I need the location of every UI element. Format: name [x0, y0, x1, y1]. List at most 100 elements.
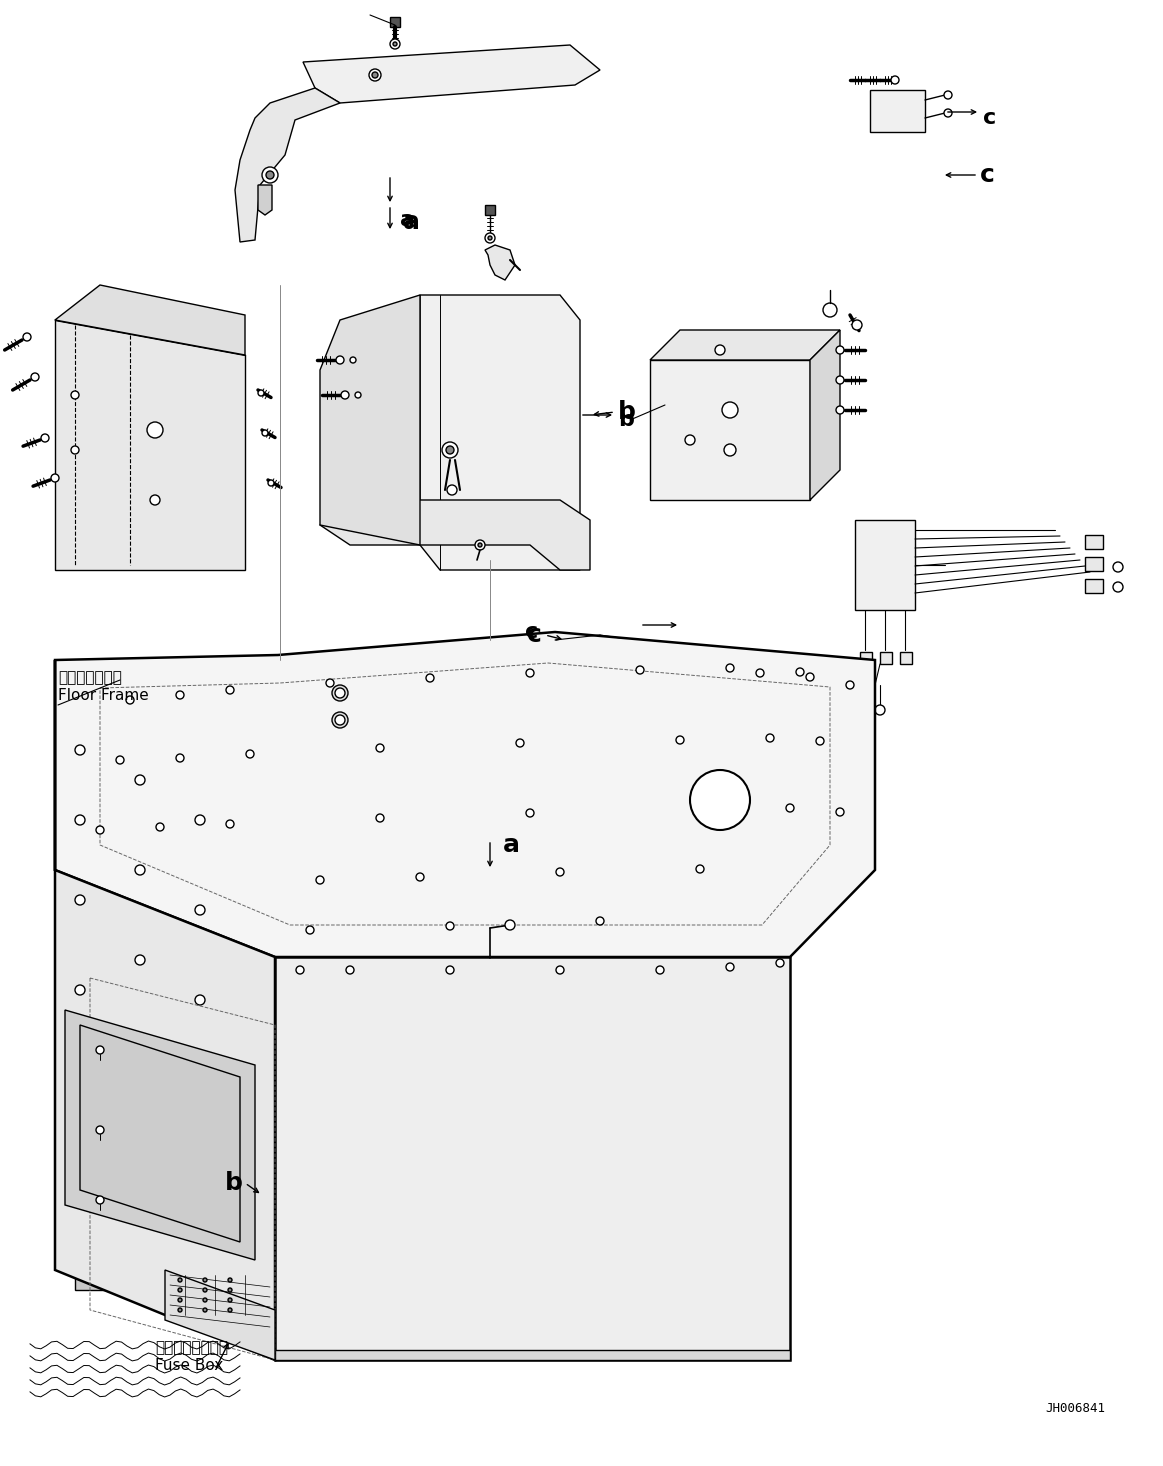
Circle shape: [725, 444, 736, 456]
Circle shape: [376, 745, 384, 752]
Circle shape: [656, 966, 664, 973]
Circle shape: [442, 443, 458, 457]
Circle shape: [526, 809, 534, 817]
Circle shape: [1113, 582, 1123, 592]
Circle shape: [715, 345, 725, 355]
Polygon shape: [650, 330, 840, 361]
Polygon shape: [485, 245, 515, 280]
Circle shape: [944, 91, 952, 100]
Circle shape: [795, 668, 804, 676]
Circle shape: [116, 756, 124, 764]
Text: a: a: [504, 833, 520, 858]
Circle shape: [595, 918, 604, 925]
Circle shape: [195, 815, 205, 825]
Bar: [490, 1006, 590, 1095]
Polygon shape: [320, 500, 590, 570]
Circle shape: [756, 668, 764, 677]
Text: a: a: [400, 210, 415, 230]
Circle shape: [766, 734, 775, 742]
Circle shape: [74, 815, 85, 825]
Circle shape: [306, 927, 314, 934]
Circle shape: [836, 375, 844, 384]
Polygon shape: [235, 88, 340, 242]
Circle shape: [135, 865, 145, 875]
Circle shape: [74, 985, 85, 995]
Circle shape: [891, 76, 899, 84]
Circle shape: [204, 1297, 207, 1302]
Polygon shape: [320, 295, 420, 545]
Circle shape: [336, 356, 344, 364]
Circle shape: [97, 825, 104, 834]
Polygon shape: [55, 660, 274, 1360]
Circle shape: [74, 745, 85, 755]
Circle shape: [51, 474, 59, 482]
Circle shape: [875, 705, 885, 715]
Circle shape: [852, 320, 862, 330]
Circle shape: [526, 668, 534, 677]
Bar: [1085, 557, 1103, 570]
Circle shape: [944, 108, 952, 117]
Circle shape: [204, 1289, 207, 1292]
Bar: [880, 652, 892, 664]
Bar: [74, 1220, 155, 1290]
Circle shape: [447, 485, 457, 496]
Bar: [870, 89, 925, 132]
Circle shape: [195, 905, 205, 915]
Circle shape: [478, 542, 481, 547]
Circle shape: [178, 1278, 181, 1281]
Circle shape: [475, 539, 485, 550]
Polygon shape: [274, 957, 790, 1360]
Circle shape: [156, 822, 164, 831]
Circle shape: [488, 236, 492, 240]
Circle shape: [726, 963, 734, 970]
Polygon shape: [80, 1025, 240, 1242]
Circle shape: [178, 1308, 181, 1312]
Circle shape: [676, 736, 684, 745]
Text: フューズボックス: フューズボックス: [155, 1340, 228, 1355]
Circle shape: [786, 803, 794, 812]
Polygon shape: [258, 185, 272, 216]
Bar: [859, 652, 872, 664]
Circle shape: [556, 868, 564, 877]
Circle shape: [176, 754, 184, 762]
Text: c: c: [983, 108, 997, 128]
Bar: [1085, 579, 1103, 594]
Circle shape: [135, 1056, 145, 1064]
Text: JH006841: JH006841: [1046, 1401, 1105, 1415]
Circle shape: [226, 686, 234, 693]
Circle shape: [267, 479, 274, 487]
Circle shape: [445, 966, 454, 973]
Text: b: b: [224, 1171, 243, 1195]
Circle shape: [262, 430, 267, 435]
Circle shape: [31, 372, 40, 381]
Circle shape: [341, 391, 349, 399]
Bar: [1085, 535, 1103, 548]
Circle shape: [836, 346, 844, 353]
Polygon shape: [165, 1270, 274, 1360]
Circle shape: [369, 69, 381, 81]
Circle shape: [247, 751, 254, 758]
Bar: [855, 520, 915, 610]
Circle shape: [71, 446, 79, 454]
Text: Fuse Box: Fuse Box: [155, 1358, 223, 1374]
Circle shape: [331, 712, 348, 729]
Circle shape: [836, 808, 844, 817]
Polygon shape: [650, 361, 809, 500]
Circle shape: [722, 402, 739, 418]
Circle shape: [266, 172, 274, 179]
Circle shape: [372, 72, 378, 78]
Polygon shape: [55, 284, 245, 355]
Circle shape: [258, 390, 264, 396]
Circle shape: [376, 814, 384, 822]
Circle shape: [204, 1278, 207, 1281]
Circle shape: [846, 682, 854, 689]
Circle shape: [41, 434, 49, 443]
Circle shape: [556, 966, 564, 973]
Polygon shape: [420, 295, 580, 570]
Circle shape: [126, 696, 134, 704]
Circle shape: [262, 167, 278, 183]
Circle shape: [71, 391, 79, 399]
Circle shape: [147, 422, 163, 438]
Circle shape: [505, 921, 515, 929]
Circle shape: [823, 303, 837, 317]
